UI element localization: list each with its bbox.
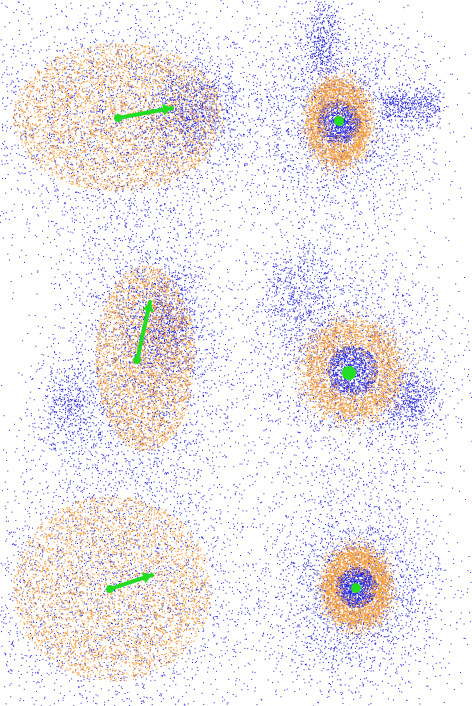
panel-top-left [0, 0, 458, 345]
inner-particle-cloud [12, 43, 225, 192]
spin-arrow-head-icon [141, 572, 152, 584]
center-marker [106, 585, 114, 593]
center-marker [114, 114, 122, 122]
spin-arrow-head-icon [142, 302, 154, 313]
center-marker [342, 366, 356, 380]
inner-particle-cloud [95, 265, 196, 452]
inner-particle-cloud [312, 536, 405, 642]
panel-bottom-right [209, 420, 472, 706]
inner-particle-cloud [300, 64, 380, 183]
center-marker [351, 583, 361, 593]
panel-top-right [180, 0, 472, 299]
center-marker [133, 356, 141, 364]
inner-particle-cloud [281, 302, 420, 436]
spin-arrow-shaft [135, 300, 152, 362]
panel-middle-right [142, 179, 472, 600]
panel-middle-left [12, 65, 295, 637]
spin-arrow-shaft [116, 106, 174, 120]
panel-bottom-left [0, 314, 396, 706]
center-marker [334, 116, 344, 126]
spin-arrow-head-icon [162, 103, 172, 116]
outer-particle-cloud [0, 314, 396, 706]
inner-particle-cloud [13, 495, 211, 682]
outer-particle-cloud [142, 179, 472, 600]
